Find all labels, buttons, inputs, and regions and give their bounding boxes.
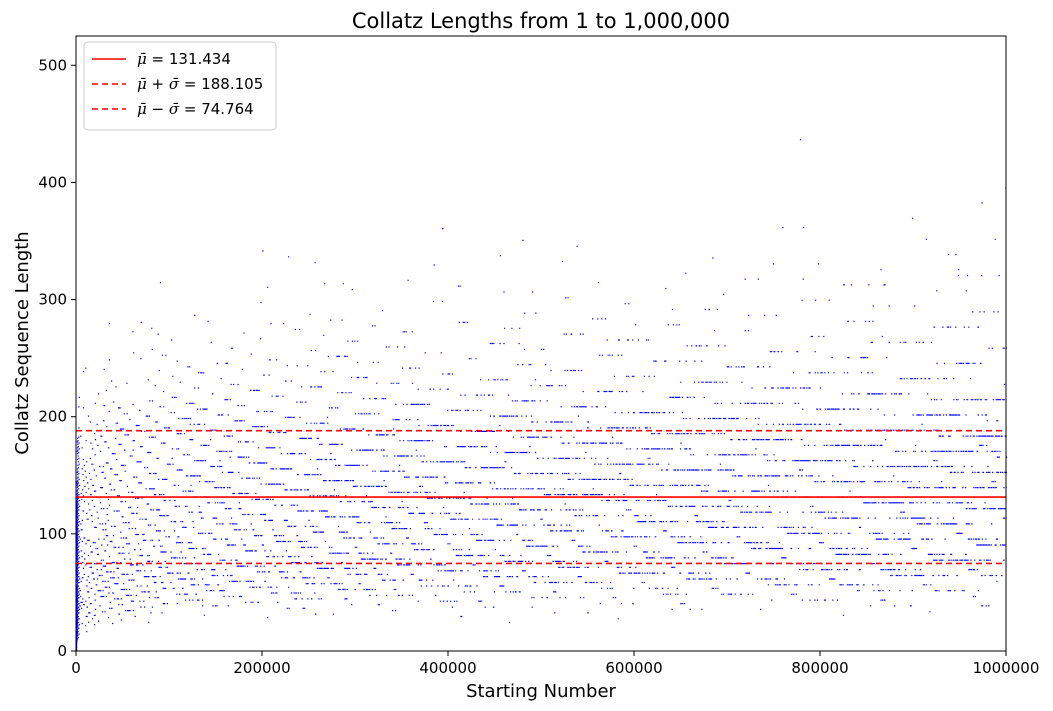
x-tick-label: 800000	[791, 659, 848, 677]
legend-box	[83, 41, 277, 131]
x-tick-label: 200000	[233, 659, 290, 677]
legend-label-2: μ̄ − σ̄ = 74.764	[137, 100, 254, 118]
plot-frame	[75, 35, 1007, 652]
y-tick-label: 200	[38, 408, 67, 426]
y-axis-ticks: 0 100 200 300 400 500	[38, 56, 76, 660]
scatter-point-cloud	[76, 139, 1008, 651]
chart-title: Collatz Lengths from 1 to 1,000,000	[352, 9, 730, 33]
y-tick-label: 500	[38, 56, 67, 74]
legend: μ̄ = 131.434 μ̄ + σ̄ = 188.105 μ̄ − σ̄ = 7…	[83, 41, 277, 131]
reference-lines	[76, 429, 1006, 565]
y-axis-label: Collatz Sequence Length	[12, 231, 33, 454]
x-tick-label: 1000000	[973, 659, 1040, 677]
x-axis-ticks: 0 200000 400000 600000 800000 1000000	[71, 651, 1039, 677]
legend-label-1: μ̄ + σ̄ = 188.105	[137, 75, 263, 93]
x-tick-label: 0	[71, 659, 81, 677]
x-tick-label: 600000	[605, 659, 662, 677]
y-tick-label: 300	[38, 291, 67, 309]
y-tick-label: 400	[38, 173, 67, 191]
legend-label-0: μ̄ = 131.434	[137, 50, 231, 68]
x-axis-label: Starting Number	[466, 681, 616, 702]
x-tick-label: 400000	[419, 659, 476, 677]
scatter-points	[76, 139, 1008, 651]
y-tick-label: 0	[57, 642, 67, 660]
y-tick-label: 100	[38, 525, 67, 543]
